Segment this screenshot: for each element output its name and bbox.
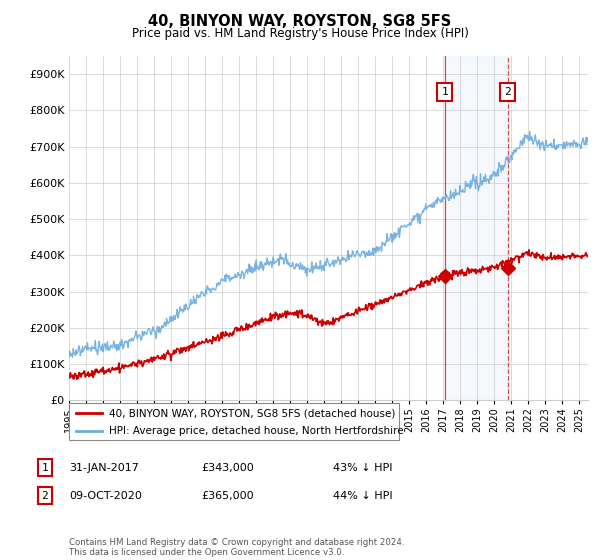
Text: 2: 2 [505,87,511,97]
Bar [445,56,508,400]
Text: 31-JAN-2017: 31-JAN-2017 [69,463,139,473]
Text: 43% ↓ HPI: 43% ↓ HPI [333,463,392,473]
Text: 09-OCT-2020: 09-OCT-2020 [69,491,142,501]
Text: 2: 2 [41,491,49,501]
Text: HPI: Average price, detached house, North Hertfordshire: HPI: Average price, detached house, Nort… [109,426,403,436]
Text: 44% ↓ HPI: 44% ↓ HPI [333,491,392,501]
Text: Contains HM Land Registry data © Crown copyright and database right 2024.
This d: Contains HM Land Registry data © Crown c… [69,538,404,557]
Text: 40, BINYON WAY, ROYSTON, SG8 5FS (detached house): 40, BINYON WAY, ROYSTON, SG8 5FS (detach… [109,408,395,418]
FancyBboxPatch shape [69,403,399,440]
Text: 40, BINYON WAY, ROYSTON, SG8 5FS: 40, BINYON WAY, ROYSTON, SG8 5FS [148,14,452,29]
Text: 1: 1 [442,87,448,97]
Text: 1: 1 [41,463,49,473]
Text: £343,000: £343,000 [201,463,254,473]
Text: £365,000: £365,000 [201,491,254,501]
Text: Price paid vs. HM Land Registry's House Price Index (HPI): Price paid vs. HM Land Registry's House … [131,27,469,40]
